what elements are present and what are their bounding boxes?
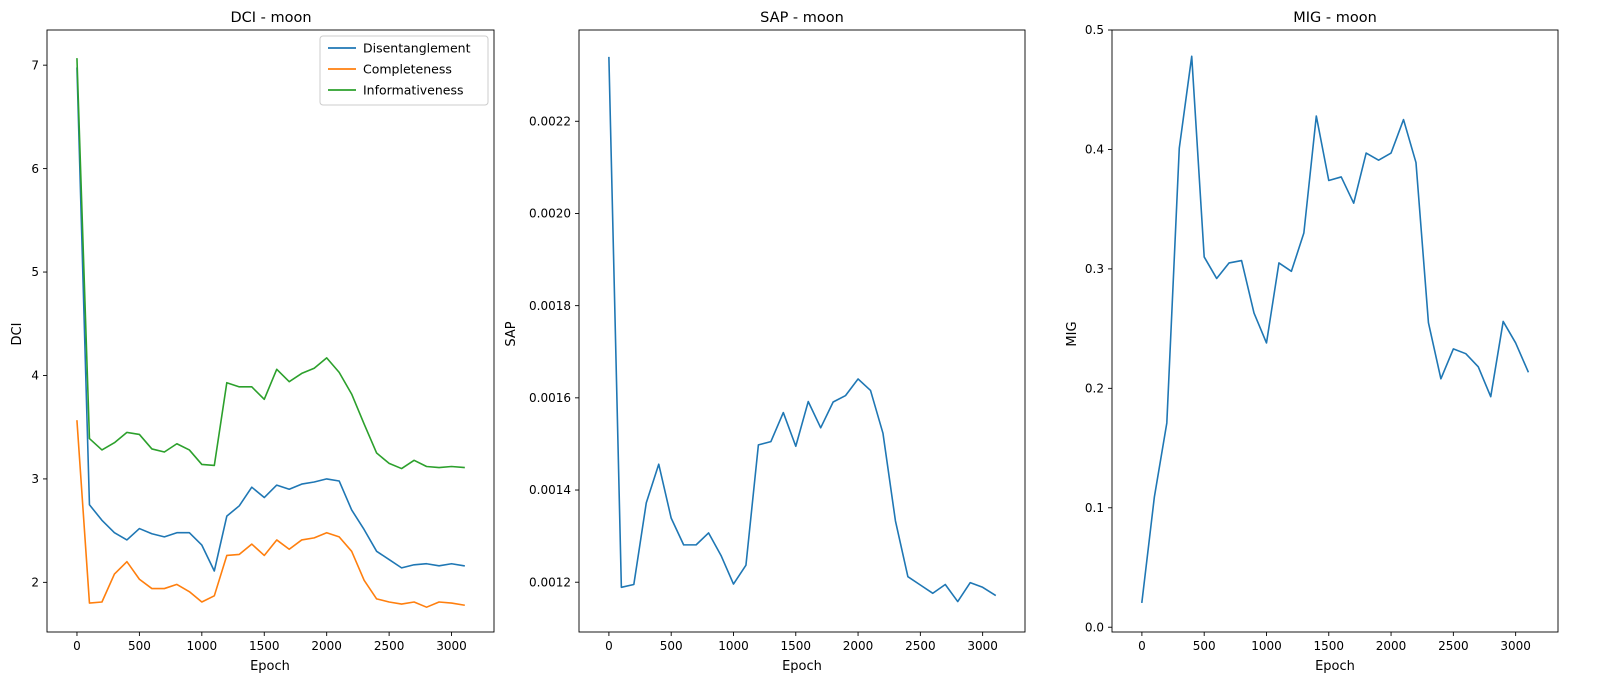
mig-y-tick-label: 0.5 bbox=[1085, 23, 1104, 37]
mig-series-line-1 bbox=[1141, 55, 1530, 604]
sap-y-tick-label: 0.0012 bbox=[529, 575, 571, 589]
dci-legend: Disentanglement Completeness Informativene… bbox=[319, 35, 489, 106]
sap-y-tick-label: 0.0022 bbox=[529, 114, 571, 128]
mig-y-tick-label: 0.4 bbox=[1085, 143, 1104, 157]
dci-panel: DCI - moon Epoch DCI 0 500 1000 1500 2000 250… bbox=[10, 10, 495, 674]
dci-y-tick-label: 6 bbox=[31, 162, 39, 176]
dci-y-tick-label: 2 bbox=[31, 576, 39, 590]
dci-y-tick-label: 3 bbox=[31, 472, 39, 486]
dci-x-tick-label: 1500 bbox=[249, 639, 280, 653]
dci-series-line-completeness bbox=[76, 420, 465, 608]
sap-chart-title: SAP - moon bbox=[760, 10, 844, 26]
sap-x-tick-label: 1000 bbox=[718, 639, 749, 653]
dci-y-tick-label: 5 bbox=[31, 265, 39, 279]
sap-x-axis-label: Epoch bbox=[782, 659, 822, 674]
dci-series-line-disentanglement bbox=[76, 67, 465, 572]
mig-x-tick-label: 2000 bbox=[1376, 639, 1407, 653]
sap-x-tick-label: 2000 bbox=[843, 639, 874, 653]
dci-y-axis-label: DCI bbox=[10, 323, 25, 346]
mig-y-tick-label: 0.1 bbox=[1085, 501, 1104, 515]
mig-y-axis-label: MIG bbox=[1065, 321, 1080, 346]
sap-plot-frame bbox=[578, 29, 1026, 633]
dci-x-tick-label: 500 bbox=[128, 639, 151, 653]
mig-x-tick-label: 0 bbox=[1138, 639, 1146, 653]
dci-x-tick-label: 1000 bbox=[187, 639, 218, 653]
mig-x-tick-label: 500 bbox=[1193, 639, 1216, 653]
sap-x-tick-label: 1500 bbox=[780, 639, 811, 653]
sap-x-tick-label: 500 bbox=[660, 639, 683, 653]
dci-x-tick-label: 2000 bbox=[311, 639, 342, 653]
sap-y-tick-label: 0.0016 bbox=[529, 391, 571, 405]
sap-x-tick-label: 0 bbox=[605, 639, 613, 653]
dci-y-tick-label: 7 bbox=[31, 58, 39, 72]
dci-plot-frame bbox=[46, 29, 495, 633]
mig-x-tick-label: 1500 bbox=[1313, 639, 1344, 653]
dci-x-tick-label: 2500 bbox=[374, 639, 405, 653]
dci-legend-label-informativeness: Informativeness bbox=[363, 83, 464, 98]
mig-x-axis-label: Epoch bbox=[1315, 659, 1355, 674]
dci-series-line-informativeness bbox=[76, 58, 465, 470]
mig-x-tick-label: 1000 bbox=[1251, 639, 1282, 653]
sap-y-tick-label: 0.0014 bbox=[529, 483, 571, 497]
sap-y-axis-label: SAP bbox=[504, 321, 519, 346]
mig-y-tick-label: 0.2 bbox=[1085, 382, 1104, 396]
sap-y-tick-label: 0.0018 bbox=[529, 299, 571, 313]
sap-x-tick-label: 3000 bbox=[967, 639, 998, 653]
mig-x-tick-label: 3000 bbox=[1500, 639, 1531, 653]
dci-x-axis-label: Epoch bbox=[250, 659, 290, 674]
mig-y-tick-label: 0.0 bbox=[1085, 620, 1104, 634]
sap-series-line-1 bbox=[608, 56, 997, 603]
sap-y-tick-label: 0.0020 bbox=[529, 207, 571, 221]
dci-legend-label-completeness: Completeness bbox=[363, 62, 452, 77]
mig-x-tick-label: 2500 bbox=[1438, 639, 1469, 653]
mig-chart-title: MIG - moon bbox=[1293, 10, 1377, 26]
sap-x-tick-label: 2500 bbox=[905, 639, 936, 653]
mig-panel: MIG - moon Epoch MIG 0 500 1000 1500 2000 250… bbox=[1065, 10, 1559, 674]
dci-legend-label-disentanglement: Disentanglement bbox=[363, 41, 471, 56]
dci-x-tick-label: 0 bbox=[73, 639, 81, 653]
dci-x-tick-label: 3000 bbox=[436, 639, 467, 653]
dci-legend-box bbox=[319, 35, 489, 106]
dci-chart-title: DCI - moon bbox=[230, 10, 311, 26]
sap-panel: SAP - moon Epoch SAP 0 500 1000 1500 2000 250… bbox=[504, 10, 1026, 674]
dci-y-tick-label: 4 bbox=[31, 369, 39, 383]
mig-plot-frame bbox=[1111, 29, 1559, 633]
mig-y-tick-label: 0.3 bbox=[1085, 262, 1104, 276]
